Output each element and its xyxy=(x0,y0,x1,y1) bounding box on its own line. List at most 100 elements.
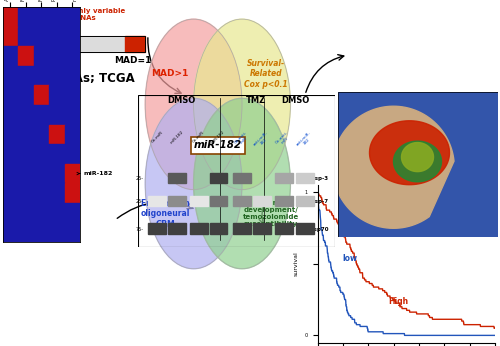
Bar xyxy=(2,144,18,164)
Bar xyxy=(34,105,49,125)
Bar xyxy=(168,223,186,234)
Bar xyxy=(49,203,64,222)
Text: Survival-
Related
Cox p<0.1: Survival- Related Cox p<0.1 xyxy=(244,59,288,89)
Text: Neuro-
development/
temozolomide
susceptibility: Neuro- development/ temozolomide suscept… xyxy=(242,200,298,227)
Text: anti-miR-
182: anti-miR- 182 xyxy=(252,130,272,149)
Bar xyxy=(275,173,292,183)
Text: Co-miR: Co-miR xyxy=(150,130,164,144)
Text: Hsp70: Hsp70 xyxy=(310,227,329,231)
Polygon shape xyxy=(370,121,450,185)
Polygon shape xyxy=(338,106,454,228)
Bar xyxy=(18,183,34,203)
Text: Co-anti-
miR: Co-anti- miR xyxy=(275,130,292,148)
Text: 25-: 25- xyxy=(136,199,143,204)
Bar xyxy=(2,203,18,222)
Bar xyxy=(253,195,271,206)
Bar xyxy=(190,223,208,234)
Bar xyxy=(234,173,251,183)
Text: Casp-3: Casp-3 xyxy=(308,176,329,181)
Text: MAD=0.1: MAD=0.1 xyxy=(7,56,54,65)
Text: Highly variable
miRNAs: Highly variable miRNAs xyxy=(65,8,125,21)
Text: High: High xyxy=(388,297,408,306)
Bar xyxy=(49,222,64,242)
Bar xyxy=(2,183,18,203)
Bar xyxy=(49,7,64,27)
Bar xyxy=(234,223,251,234)
Ellipse shape xyxy=(145,98,242,269)
Bar xyxy=(18,66,34,85)
Bar xyxy=(253,223,271,234)
Bar xyxy=(64,27,80,46)
Text: MAD=1: MAD=1 xyxy=(114,56,152,65)
Text: Enriched in
oligoneural
GBM: Enriched in oligoneural GBM xyxy=(140,199,190,229)
Bar xyxy=(34,85,49,105)
Bar xyxy=(34,27,49,46)
Bar xyxy=(18,222,34,242)
Text: miR-182: miR-182 xyxy=(446,190,492,200)
Bar xyxy=(49,125,64,144)
Bar xyxy=(34,66,49,85)
Bar xyxy=(2,66,18,85)
Bar xyxy=(2,27,18,46)
Ellipse shape xyxy=(194,98,290,269)
Bar xyxy=(148,223,166,234)
Bar xyxy=(296,223,314,234)
Bar xyxy=(64,105,80,125)
Bar xyxy=(34,125,49,144)
Bar xyxy=(64,203,80,222)
Bar xyxy=(18,7,34,27)
Bar xyxy=(49,183,64,203)
Text: TMZ: TMZ xyxy=(246,96,266,105)
Bar xyxy=(19,36,126,52)
Bar xyxy=(64,183,80,203)
Bar xyxy=(18,46,34,66)
Bar xyxy=(49,66,64,85)
Text: DMSO: DMSO xyxy=(167,96,195,105)
Bar xyxy=(18,164,34,183)
Text: miR-182: miR-182 xyxy=(194,140,242,151)
Bar xyxy=(34,203,49,222)
Text: 25-: 25- xyxy=(136,176,143,181)
Bar xyxy=(2,125,18,144)
Bar xyxy=(64,66,80,85)
Bar xyxy=(168,195,186,206)
Bar xyxy=(64,7,80,27)
Ellipse shape xyxy=(194,19,290,190)
Bar xyxy=(296,173,314,183)
Bar xyxy=(2,222,18,242)
Bar xyxy=(34,46,49,66)
Bar xyxy=(18,125,34,144)
Bar xyxy=(5,36,145,52)
Ellipse shape xyxy=(145,19,242,190)
Bar xyxy=(64,164,80,183)
Bar xyxy=(2,105,18,125)
Bar xyxy=(2,85,18,105)
Bar xyxy=(18,203,34,222)
Text: Co-miR: Co-miR xyxy=(192,130,205,144)
Bar xyxy=(64,46,80,66)
Bar xyxy=(2,46,18,66)
Text: miR-182: miR-182 xyxy=(211,130,226,145)
Bar xyxy=(64,144,80,164)
Bar xyxy=(18,85,34,105)
Bar xyxy=(2,164,18,183)
Text: 470 miRNAs; TCGA: 470 miRNAs; TCGA xyxy=(10,72,135,85)
Bar xyxy=(64,222,80,242)
Polygon shape xyxy=(402,143,434,172)
Bar xyxy=(2,7,18,27)
Bar xyxy=(18,144,34,164)
Bar xyxy=(34,183,49,203)
Bar xyxy=(5,36,19,52)
Bar xyxy=(275,195,292,206)
Text: Co-anti-
miR: Co-anti- miR xyxy=(234,130,251,148)
Text: Casp-7: Casp-7 xyxy=(308,199,329,204)
Y-axis label: survival: survival xyxy=(294,252,299,276)
Bar xyxy=(18,105,34,125)
Bar xyxy=(49,144,64,164)
Bar xyxy=(210,195,228,206)
Bar xyxy=(34,7,49,27)
Text: 75-: 75- xyxy=(136,227,143,231)
Bar xyxy=(296,195,314,206)
Bar xyxy=(126,36,145,52)
Bar xyxy=(64,85,80,105)
